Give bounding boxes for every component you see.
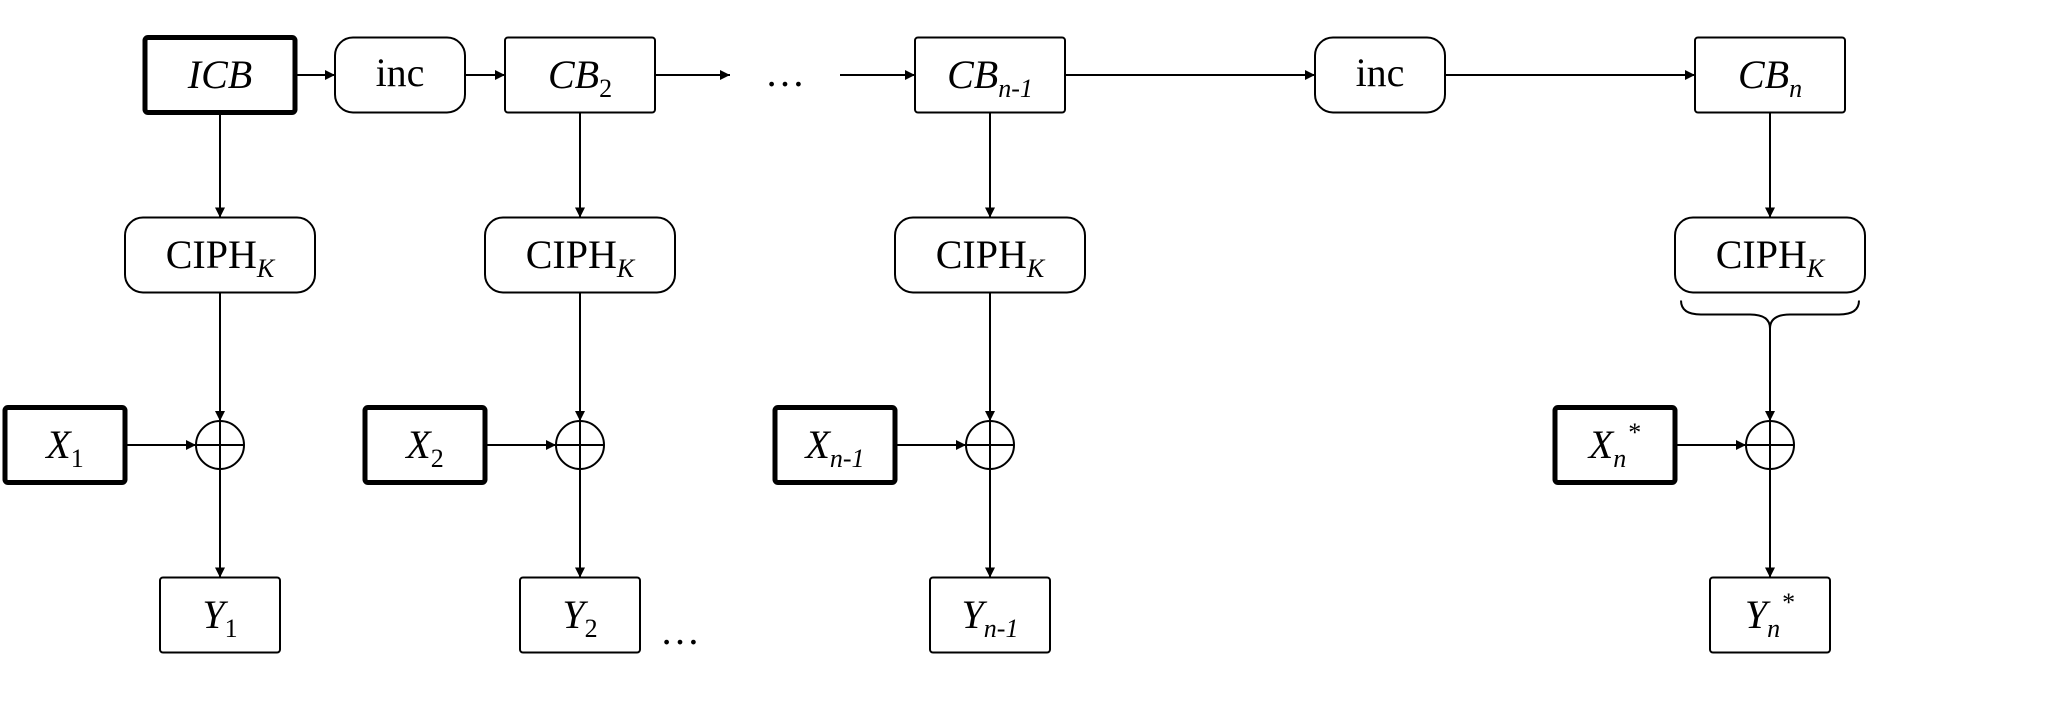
gctr-diagram: ICBCB2CBn-1CBnincinc…CIPHKX1Y1CIPHKX2Y2C… <box>0 0 2048 715</box>
inc-label-1: inc <box>1356 50 1405 95</box>
inc-label-0: inc <box>376 50 425 95</box>
truncate-brace <box>1681 301 1859 329</box>
cb-label-0: ICB <box>187 52 252 97</box>
ellipsis-bottom: … <box>660 608 700 653</box>
ellipsis-top: … <box>765 50 805 95</box>
